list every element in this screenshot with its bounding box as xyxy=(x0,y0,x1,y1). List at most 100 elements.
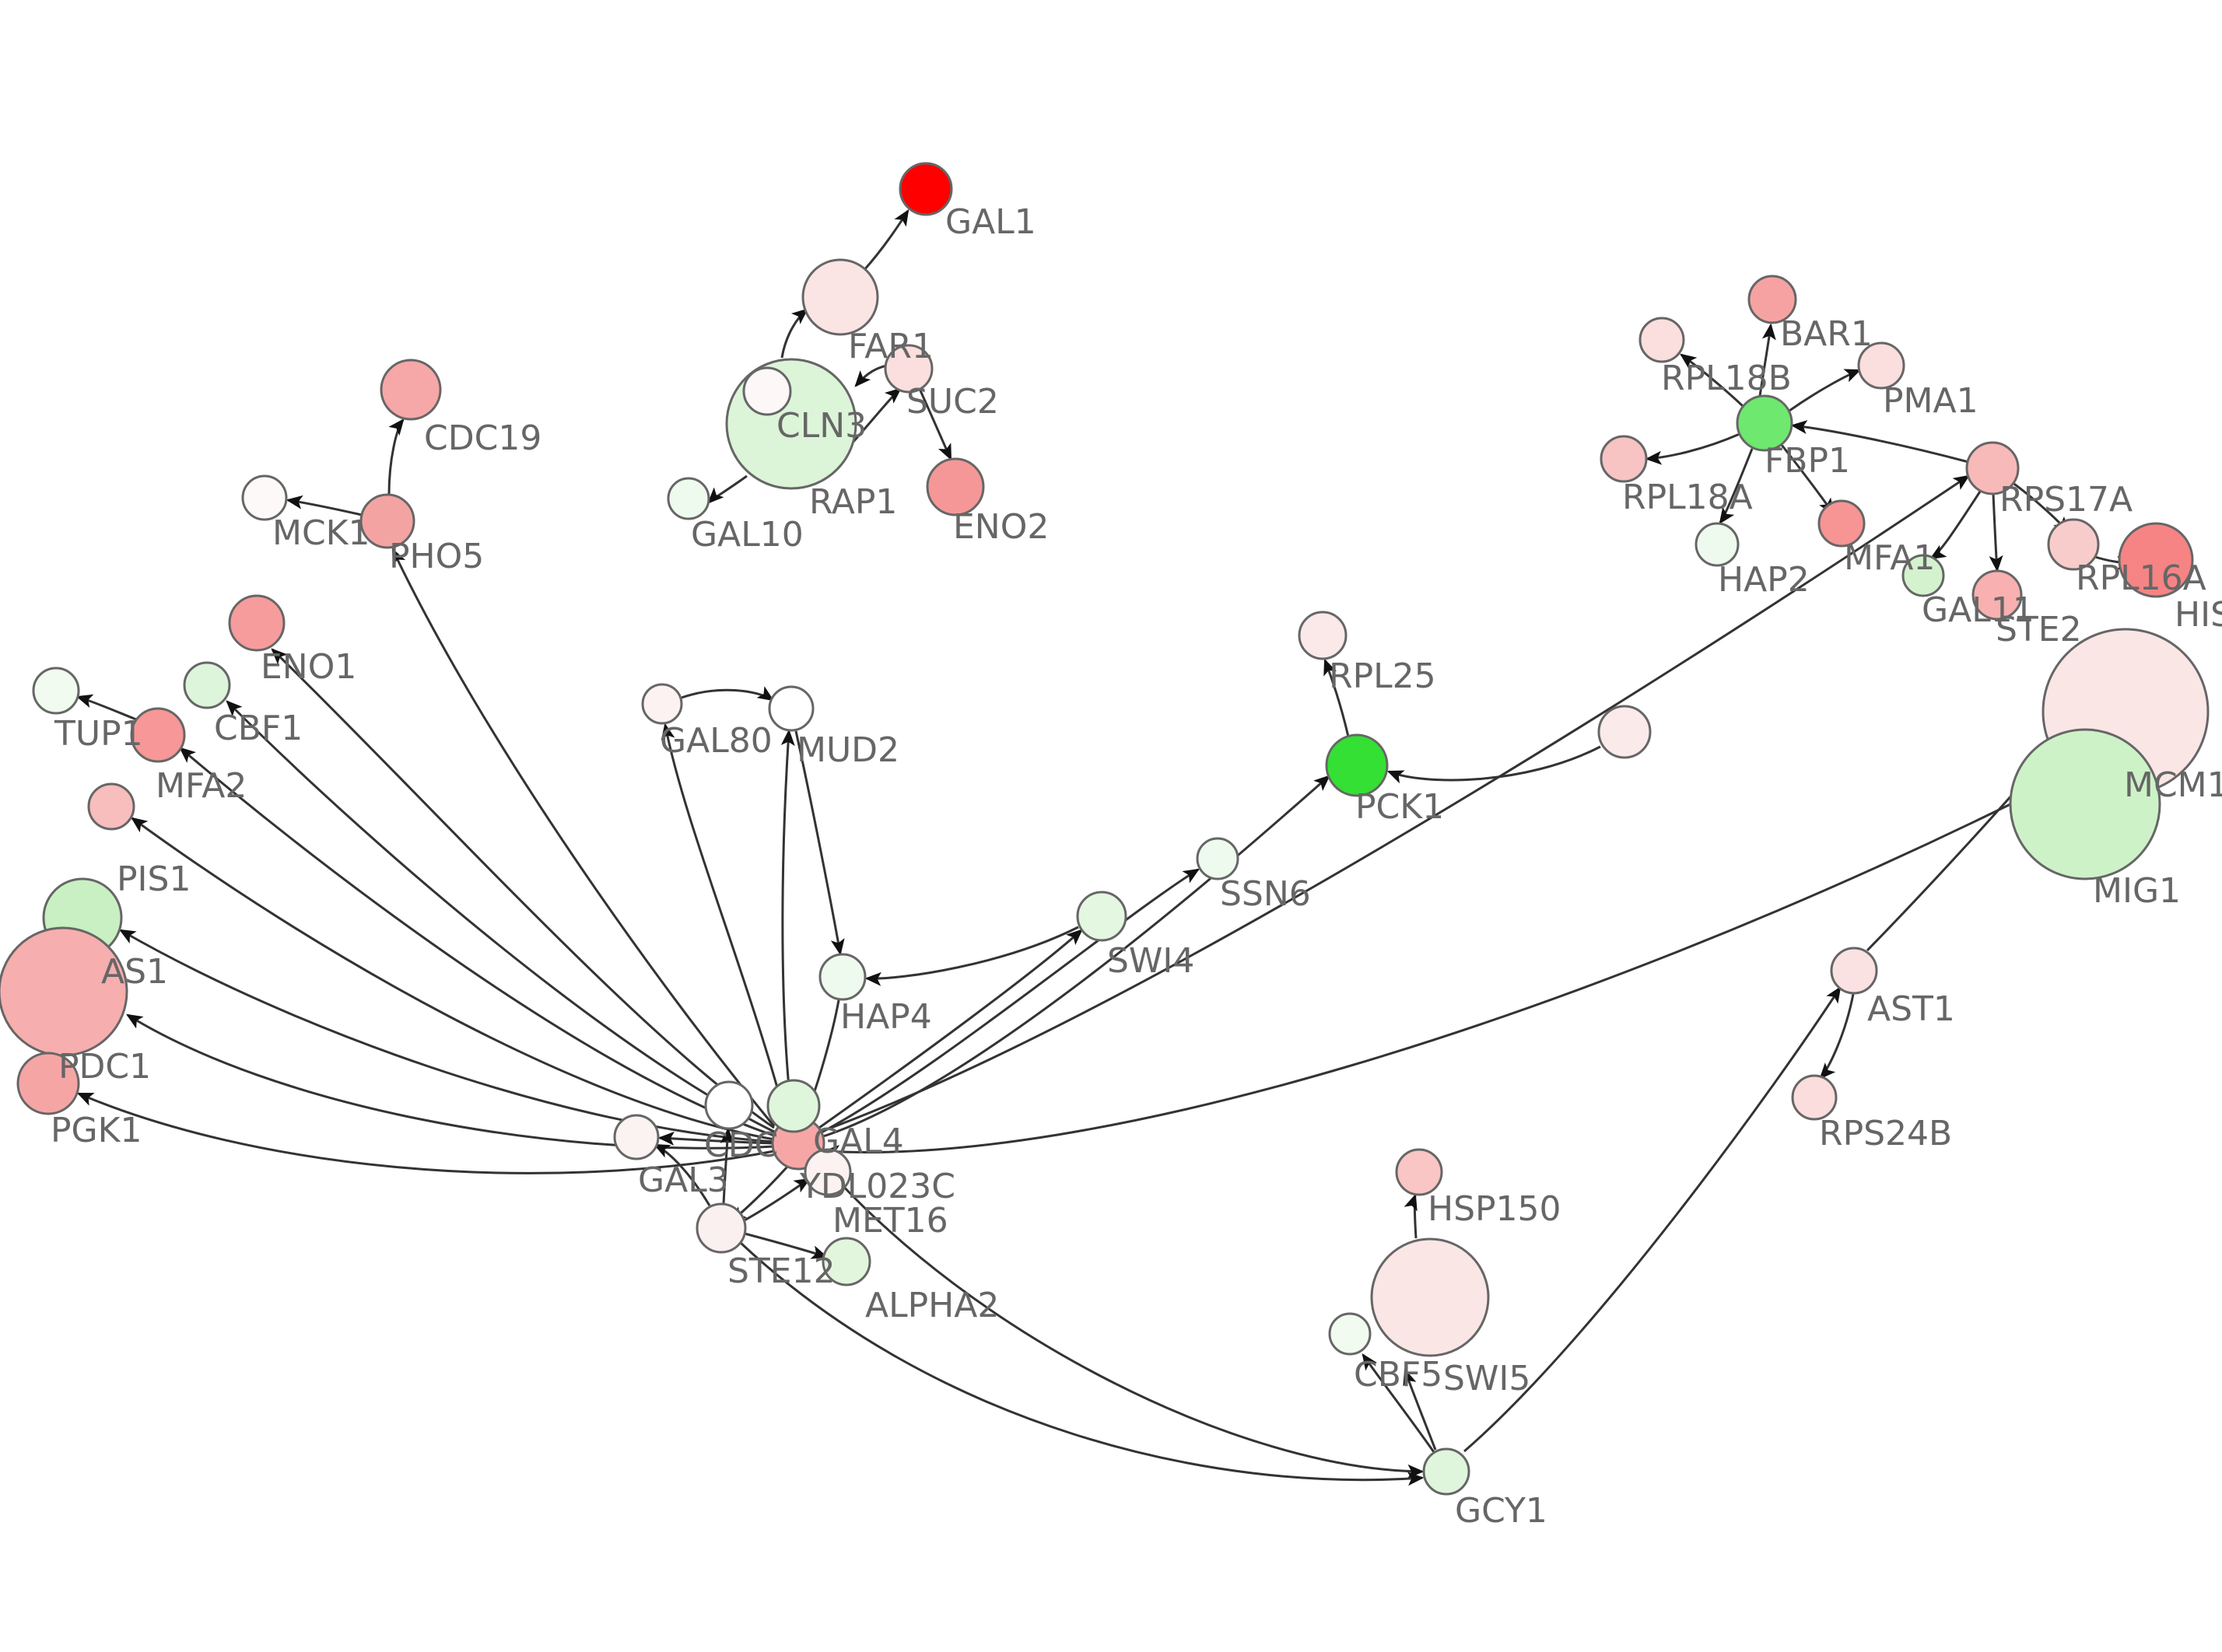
gene-label-gal1: GAL1 xyxy=(945,202,1036,242)
edge-gal4-to-pgk1 xyxy=(76,1092,775,1174)
gene-node-ybl001[interactable] xyxy=(1597,705,1652,759)
gene-node-gal3[interactable] xyxy=(613,1114,660,1160)
gene-node-pis1[interactable] xyxy=(87,782,135,831)
edge-gal4-to-ssn6 xyxy=(818,868,1200,1136)
edge-cln3-to-far1 xyxy=(780,308,808,359)
gene-node-pdc1[interactable] xyxy=(0,926,128,1057)
gene-node-swi4[interactable] xyxy=(1076,891,1127,942)
gene-node-fbp1[interactable] xyxy=(1736,394,1793,452)
gene-label-cdc39: CDC xyxy=(704,1125,778,1165)
gene-label-pho5: PHO5 xyxy=(389,537,484,576)
gene-node-mck1[interactable] xyxy=(241,474,288,521)
gene-node-hsp150[interactable] xyxy=(1395,1148,1443,1196)
gene-label-alpha2: ALPHA2 xyxy=(865,1286,999,1325)
node-layer xyxy=(0,162,2210,1496)
gene-node-eno1[interactable] xyxy=(228,594,286,652)
gene-label-tup1: TUP1 xyxy=(54,714,143,754)
gene-node-mfa1[interactable] xyxy=(1817,499,1866,548)
gene-node-cbf5[interactable] xyxy=(1328,1312,1372,1356)
gene-label-mfa1: MFA1 xyxy=(1844,538,1935,578)
edge-gal4-to-gas1 xyxy=(118,929,775,1143)
gene-label-pck1: PCK1 xyxy=(1355,787,1444,827)
edge-suc2-to-eno2 xyxy=(918,388,952,461)
edge-fbp1-to-pma1 xyxy=(1789,369,1862,412)
edge-fbp1-to-rpl18a xyxy=(1645,432,1740,465)
gene-label-gcy1: GCY1 xyxy=(1455,1491,1547,1531)
edge-gcy1-to-swi5 xyxy=(1403,1368,1437,1451)
gene-node-pgk1[interactable] xyxy=(16,1052,80,1115)
gene-label-rps24b: RPS24B xyxy=(1819,1114,1952,1153)
edge-gcy1-to-cbf5 xyxy=(1362,1353,1435,1453)
gene-node-alpha2[interactable] xyxy=(822,1237,871,1286)
gene-node-mfa2[interactable] xyxy=(130,707,186,763)
gene-node-ste2[interactable] xyxy=(1971,569,2023,621)
gene-node-suc2[interactable] xyxy=(884,344,934,394)
edge-ste12-to-alpha2 xyxy=(744,1232,829,1259)
gene-label-gas1: AS1 xyxy=(101,952,168,992)
gene-node-rpl18a[interactable] xyxy=(1600,435,1648,483)
gene-label-pis1: PIS1 xyxy=(117,859,191,899)
edge-suc2-to-cln3 xyxy=(854,364,888,387)
edge-gal4-to-pis1 xyxy=(131,817,775,1141)
gene-node-pho5[interactable] xyxy=(359,493,415,549)
edge-gal4-to-pck1 xyxy=(820,775,1330,1139)
gene-label-gal4: GAL4 xyxy=(813,1122,904,1161)
gene-label-pdc1: PDC1 xyxy=(58,1047,151,1087)
gene-node-gal4b[interactable] xyxy=(766,1079,821,1133)
gene-node-rpl16a[interactable] xyxy=(2047,518,2100,571)
edge-fbp1-to-bar1 xyxy=(1758,323,1776,397)
edge-mig1-to-gal4 xyxy=(822,803,2011,1160)
edge-ybl001-to-pck1 xyxy=(1386,745,1601,784)
edge-gcy1-to-ast1 xyxy=(1463,985,1842,1453)
gene-node-ste12[interactable] xyxy=(696,1202,747,1254)
gene-node-pma1[interactable] xyxy=(1857,341,1905,390)
label-layer: GAL1 FAR1 SUC2 CLN3 RAP1 ENO2 GAL10 CDC19 MCK1 PH… xyxy=(51,202,2222,1531)
gene-label-hsp150: HSP150 xyxy=(1428,1189,1561,1229)
edge-gal4-to-gal3 xyxy=(657,1131,775,1146)
gene-node-ssn6[interactable] xyxy=(1196,837,1239,880)
gene-label-cbf5: CBF5 xyxy=(1354,1355,1442,1395)
gene-node-tup1[interactable] xyxy=(32,667,80,715)
gene-node-gcy1[interactable] xyxy=(1422,1447,1470,1496)
gene-node-cbf1[interactable] xyxy=(183,661,231,709)
edge-gal4-to-gal80 xyxy=(661,723,787,1119)
gene-label-mck1: MCK1 xyxy=(272,513,370,553)
edge-gal4-to-eno1 xyxy=(271,648,775,1129)
edge-gal4-to-pdc1 xyxy=(125,1013,775,1150)
gene-label-far1: FAR1 xyxy=(848,327,934,366)
edge-pho5-to-cdc19 xyxy=(387,418,405,495)
gene-node-rpl25[interactable] xyxy=(1298,611,1348,660)
edge-ste12-to-cdc39 xyxy=(720,1127,734,1205)
gene-node-cdc19[interactable] xyxy=(380,359,442,421)
gene-node-mig1[interactable] xyxy=(2009,728,2161,880)
gene-node-rps17a[interactable] xyxy=(1965,441,2020,495)
gene-node-bar1[interactable] xyxy=(1747,275,1797,324)
gene-node-far1[interactable] xyxy=(801,258,879,336)
gene-label-mcm1: MCM1 xyxy=(2124,765,2222,805)
gene-node-gal10[interactable] xyxy=(667,477,710,520)
gene-node-rps24b[interactable] xyxy=(1791,1074,1838,1121)
gene-node-eno2[interactable] xyxy=(926,457,985,516)
edge-ste12-to-gcy1 xyxy=(739,1241,1425,1486)
gene-node-gal80[interactable] xyxy=(641,683,683,725)
gene-node-gal1[interactable] xyxy=(899,162,953,216)
gene-node-ast1[interactable] xyxy=(1830,947,1878,995)
gene-node-ydl023c[interactable] xyxy=(804,1148,852,1196)
gene-node-pck1[interactable] xyxy=(1325,733,1389,797)
gene-node-mud2[interactable] xyxy=(768,685,815,732)
gene-node-hap2[interactable] xyxy=(1695,522,1740,567)
edge-fbp1-to-hap2 xyxy=(1719,448,1754,524)
gene-node-rpl18b[interactable] xyxy=(1638,317,1685,363)
gene-node-hap4[interactable] xyxy=(818,953,867,1001)
gene-node-rap1[interactable] xyxy=(742,366,792,416)
edge-gal4-to-pho5 xyxy=(391,548,776,1127)
gene-node-cdc39[interactable] xyxy=(704,1080,754,1130)
gene-node-swi5[interactable] xyxy=(1370,1237,1490,1357)
gene-label-ste12: STE12 xyxy=(727,1251,836,1291)
gene-node-gal11[interactable] xyxy=(1901,554,1945,597)
gene-label-mud2: MUD2 xyxy=(797,730,899,770)
gene-label-pgk1: PGK1 xyxy=(51,1111,142,1150)
gene-label-mig1: MIG1 xyxy=(2093,871,2181,911)
gene-node-his4[interactable] xyxy=(2118,522,2194,598)
